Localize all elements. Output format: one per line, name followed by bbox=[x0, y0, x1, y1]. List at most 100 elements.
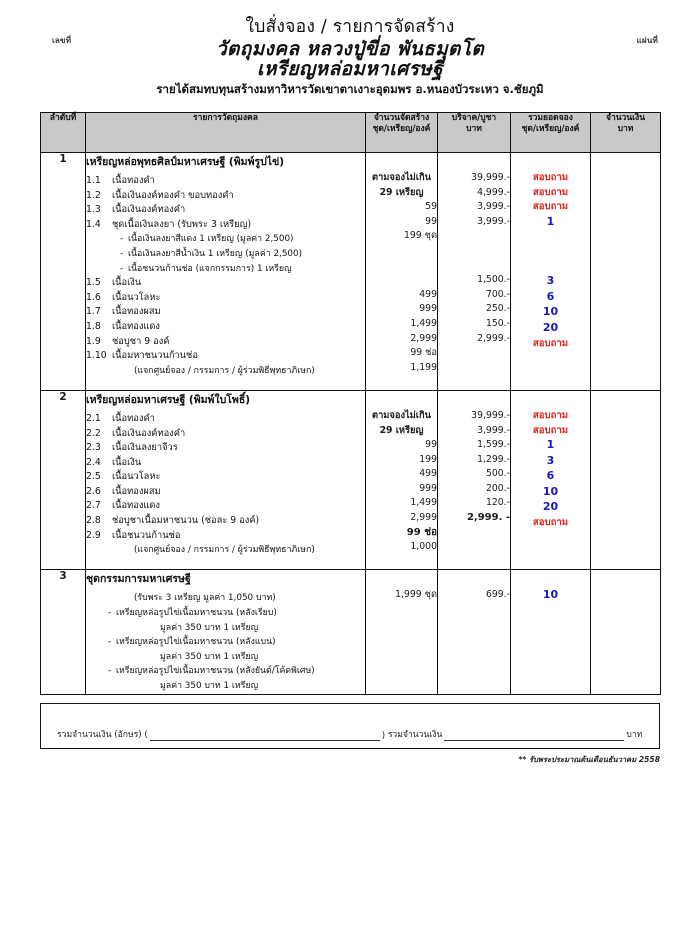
item-label: เนื้อเงินองค์ทองคำ bbox=[112, 427, 186, 439]
booked-total-list: สอบถาม สอบถาม 1 3 6 10 20 สอบถาม bbox=[511, 409, 590, 560]
list-item: 1.10 เนื้อมหาชนวนก้านช่อ bbox=[86, 349, 365, 364]
quantity-made-cell bbox=[366, 244, 437, 259]
table-header-row: ลำดับที่ รายการวัตถุมงคล จำนวนจัดสร้าง ช… bbox=[40, 112, 661, 153]
baht-unit-label: บาท bbox=[626, 729, 643, 740]
item-index: - bbox=[120, 248, 124, 259]
item-index: 1.1 bbox=[86, 175, 101, 186]
col-header-description-label: รายการวัตถุมงคล bbox=[193, 113, 258, 123]
item-index: 2.6 bbox=[86, 485, 101, 497]
quantity-made-value: 1,499 bbox=[410, 317, 437, 329]
quantity-made-list: ตามจองไม่เกิน 29 เหรียญ 99 199 499 999 1,499 2,… bbox=[366, 409, 437, 570]
booked-total-cell: สอบถาม bbox=[511, 409, 590, 424]
item-label: เหรียญหล่อรูปไข่เนื้อมหาชนวน (หลังเรียบ) bbox=[116, 608, 277, 619]
quantity-made-cell: 199 ชุด bbox=[366, 229, 437, 244]
col-header-price-label: บริจาค/บูชา bbox=[451, 113, 497, 123]
sheet-number-label: แผ่นที่ bbox=[636, 36, 658, 45]
booked-total-value: 6 bbox=[546, 469, 555, 483]
total-amount-input[interactable] bbox=[444, 732, 625, 741]
unit-price-cell: 1,500.- bbox=[438, 273, 510, 288]
col-header-booked-total-unit: ชุด/เหรียญ/องค์ bbox=[521, 124, 580, 135]
booked-total: สอบถาม สอบถาม สอบถาม 1 3 6 10 20 สอบถาม bbox=[510, 152, 591, 391]
quantity-made-value: 499 bbox=[419, 288, 437, 300]
item-label: เนื้อชนวนก้านช่อ (แจกกรรมการ) 1 เหรียญ bbox=[128, 263, 292, 274]
item-index: - bbox=[108, 608, 112, 619]
quantity-made-cell: 99 bbox=[366, 438, 437, 453]
quantity-made: ตามจองไม่เกิน 29 เหรียญ 99 199 499 999 1,499 2,… bbox=[365, 389, 438, 571]
unit-price-cell: 1,599.- bbox=[438, 438, 510, 453]
unit-price-cell bbox=[438, 361, 510, 376]
quantity-made-value: 999 bbox=[419, 303, 437, 315]
item-index: - bbox=[108, 637, 112, 648]
total-in-words-input[interactable] bbox=[149, 732, 380, 741]
booked-total-cell: สอบถาม bbox=[511, 200, 590, 215]
booked-total: สอบถาม สอบถาม 1 3 6 10 20 สอบถาม bbox=[510, 389, 591, 571]
amount-input-cell[interactable] bbox=[590, 569, 661, 695]
unit-price-cell: 120.- bbox=[438, 496, 510, 511]
unit-price: 699.- bbox=[437, 569, 511, 695]
unit-price-cell: 1,299.- bbox=[438, 453, 510, 468]
booked-total-value: 10 bbox=[542, 484, 559, 498]
unit-price: 39,999.- 3,999.- 1,599.- 1,299.- 500.- 200.- 1… bbox=[437, 389, 511, 571]
booked-total-cell: 10 bbox=[511, 485, 590, 501]
col-header-no: ลำดับที่ bbox=[40, 112, 86, 153]
item-label: เนื้อเงิน bbox=[112, 456, 142, 468]
booked-total-cell: 3 bbox=[511, 274, 590, 290]
grand-total-line: รวมจำนวนเงิน (อักษร) ( ) รวมจำนวนเงิน บา… bbox=[57, 727, 645, 741]
unit-price-cell: 250.- bbox=[438, 302, 510, 317]
booked-total-value: สอบถาม bbox=[532, 201, 569, 213]
item-label: เนื้อชนวนก้านช่อ bbox=[112, 529, 181, 541]
item-label: (รับพระ 3 เหรียญ มูลค่า 1,050 บาท) bbox=[134, 593, 276, 604]
item-label: เหรียญหล่อรูปไข่เนื้อมหาชนวน (หลังแบน) bbox=[116, 637, 276, 648]
item-label: ชุดเนื้อเงินลงยา (รับพระ 3 เหรียญ) bbox=[112, 218, 252, 230]
unit-price-cell: 3,999.- bbox=[438, 424, 510, 439]
unit-price-cell: 700.- bbox=[438, 288, 510, 303]
amount-input-cell[interactable] bbox=[590, 152, 661, 391]
booked-total-value: 1 bbox=[546, 438, 555, 452]
quantity-made-cell-line1: ตามจองไม่เกิน bbox=[372, 172, 431, 183]
list-item: 2.5 เนื้อนวโลหะ bbox=[86, 470, 365, 485]
item-list: 2.1 เนื้อทองคำ 2.2 เนื้อเงินองค์ทองคำ 2.3 เนื… bbox=[86, 412, 365, 558]
quantity-made-cell: 1,199 bbox=[366, 361, 437, 376]
booked-total-cell: 1 bbox=[511, 215, 590, 231]
quantity-made-list: 1,999 ชุด bbox=[366, 588, 437, 603]
unit-price-list: 39,999.- 3,999.- 1,599.- 1,299.- 500.- 200.- 1… bbox=[438, 409, 510, 555]
quantity-made-cell: 1,499 bbox=[366, 496, 437, 511]
item-index: - bbox=[120, 263, 124, 274]
list-item: 1.2 เนื้อเงินองค์ทองคำ ขอบทองคำ bbox=[86, 189, 365, 204]
quantity-made-cell-line1: ตามจองไม่เกิน bbox=[372, 409, 431, 421]
list-item: 1.1 เนื้อทองคำ bbox=[86, 174, 365, 189]
booked-total-cell bbox=[511, 366, 590, 381]
col-header-amount-unit: บาท bbox=[617, 124, 634, 135]
quantity-made-cell: 99 ช่อ bbox=[366, 346, 437, 361]
booked-total-cell bbox=[511, 545, 590, 560]
item-index: 2.1 bbox=[86, 412, 101, 424]
list-item: 2.4 เนื้อเงิน bbox=[86, 456, 365, 471]
amount-input-cell[interactable] bbox=[590, 389, 661, 571]
booked-total-cell bbox=[511, 230, 590, 245]
list-item: 2.2 เนื้อเงินองค์ทองคำ bbox=[86, 427, 365, 442]
unit-price-value: 2,999. - bbox=[466, 512, 510, 524]
item-index bbox=[108, 591, 134, 606]
unit-price-value: 150.- bbox=[485, 317, 510, 329]
booked-total-cell: 3 bbox=[511, 454, 590, 470]
list-item: 1.5 เนื้อเงิน bbox=[86, 276, 365, 291]
unit-price-value: 3,999.- bbox=[477, 424, 510, 436]
booked-total-value: สอบถาม bbox=[532, 424, 569, 436]
list-item: 1.8 เนื้อทองแดง bbox=[86, 320, 365, 335]
list-item: 2.8 ช่อบูชาเนื้อมหาชนวน (ช่อละ 9 องค์) bbox=[86, 514, 365, 529]
quantity-made-cell bbox=[366, 259, 437, 274]
item-label: เนื้อเงินลงยาสีน้ำเงิน 1 เหรียญ (มูลค่า … bbox=[128, 248, 303, 259]
col-header-no-label: ลำดับที่ bbox=[49, 113, 77, 123]
list-item: มูลค่า 350 บาท 1 เหรียญ bbox=[86, 650, 365, 665]
section-title: เหรียญหล่อพุทธศิลป์มหาเศรษฐี (พิมพ์รูปไข… bbox=[86, 156, 285, 168]
list-item: 1.9 ช่อบูชา 9 องค์ bbox=[86, 335, 365, 350]
item-label: เนื้อทองแดง bbox=[112, 320, 160, 332]
item-label: เนื้อทองคำ bbox=[112, 175, 155, 186]
list-item: - เนื้อชนวนก้านช่อ (แจกกรรมการ) 1 เหรียญ bbox=[86, 262, 365, 277]
booked-total-cell: สอบถาม bbox=[511, 516, 590, 531]
item-list: (รับพระ 3 เหรียญ มูลค่า 1,050 บาท) - เหรีย… bbox=[86, 591, 365, 693]
item-label: ช่อบูชาเนื้อมหาชนวน (ช่อละ 9 องค์) bbox=[112, 515, 260, 527]
list-item: 1.6 เนื้อนวโลหะ bbox=[86, 291, 365, 306]
quantity-made-value: 499 bbox=[419, 468, 437, 480]
